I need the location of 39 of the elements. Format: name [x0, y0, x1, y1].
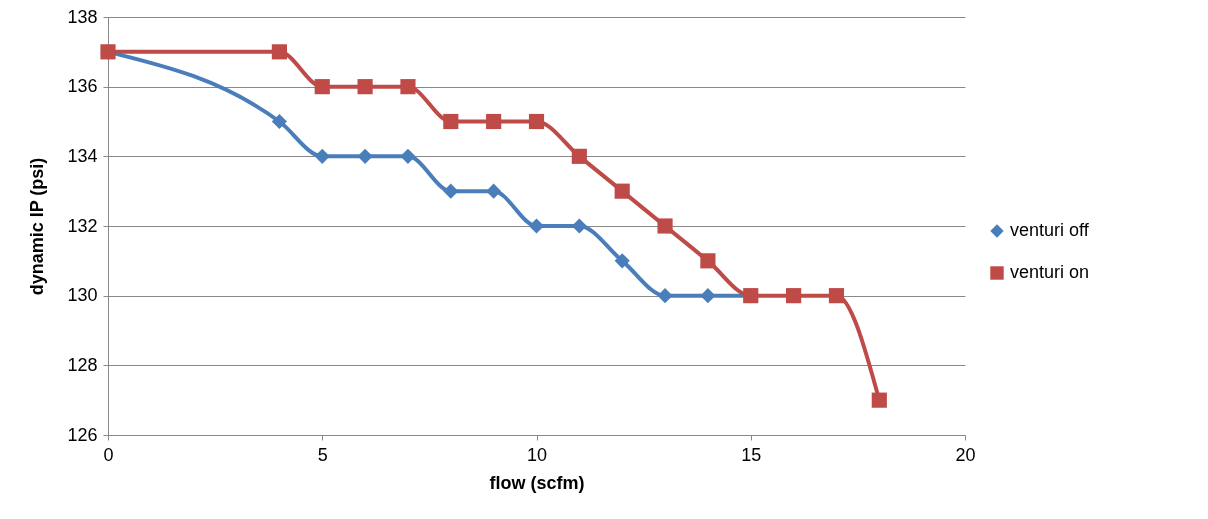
x-tick-label: 0 — [103, 444, 114, 465]
point — [828, 288, 845, 304]
point — [271, 113, 287, 130]
y-tick-label: 128 — [67, 354, 98, 375]
point — [271, 44, 287, 60]
point — [443, 183, 459, 199]
point — [657, 218, 673, 234]
point — [657, 288, 673, 304]
point — [314, 79, 330, 95]
point — [400, 148, 416, 164]
y-tick-label: 134 — [67, 145, 98, 166]
point — [443, 113, 459, 130]
point — [700, 288, 716, 304]
point — [786, 288, 802, 304]
point — [871, 392, 887, 408]
point — [357, 148, 373, 164]
x-axis-title: flow (scfm) — [489, 472, 585, 493]
point — [357, 79, 373, 95]
legend-label: venturi off — [1010, 220, 1090, 240]
point — [700, 253, 716, 269]
y-tick-label: 132 — [67, 215, 98, 236]
x-tick-label: 10 — [526, 444, 548, 465]
point — [486, 183, 502, 199]
y-tick-label: 126 — [67, 424, 98, 445]
x-tick-label: 15 — [741, 444, 762, 465]
x-tick-label: 20 — [955, 444, 976, 465]
y-tick-label: 136 — [67, 76, 98, 97]
legend-label: venturi on — [1010, 262, 1090, 282]
point — [528, 113, 545, 130]
point — [614, 253, 630, 269]
point — [400, 79, 416, 95]
point — [571, 148, 587, 164]
y-tick-label: 130 — [67, 285, 98, 306]
y-tick-label: 138 — [67, 6, 98, 27]
point — [614, 183, 630, 199]
point — [486, 113, 502, 130]
y-axis-title: dynamic IP (psi) — [27, 157, 48, 296]
point — [314, 148, 330, 164]
x-tick-label: 5 — [317, 444, 328, 465]
